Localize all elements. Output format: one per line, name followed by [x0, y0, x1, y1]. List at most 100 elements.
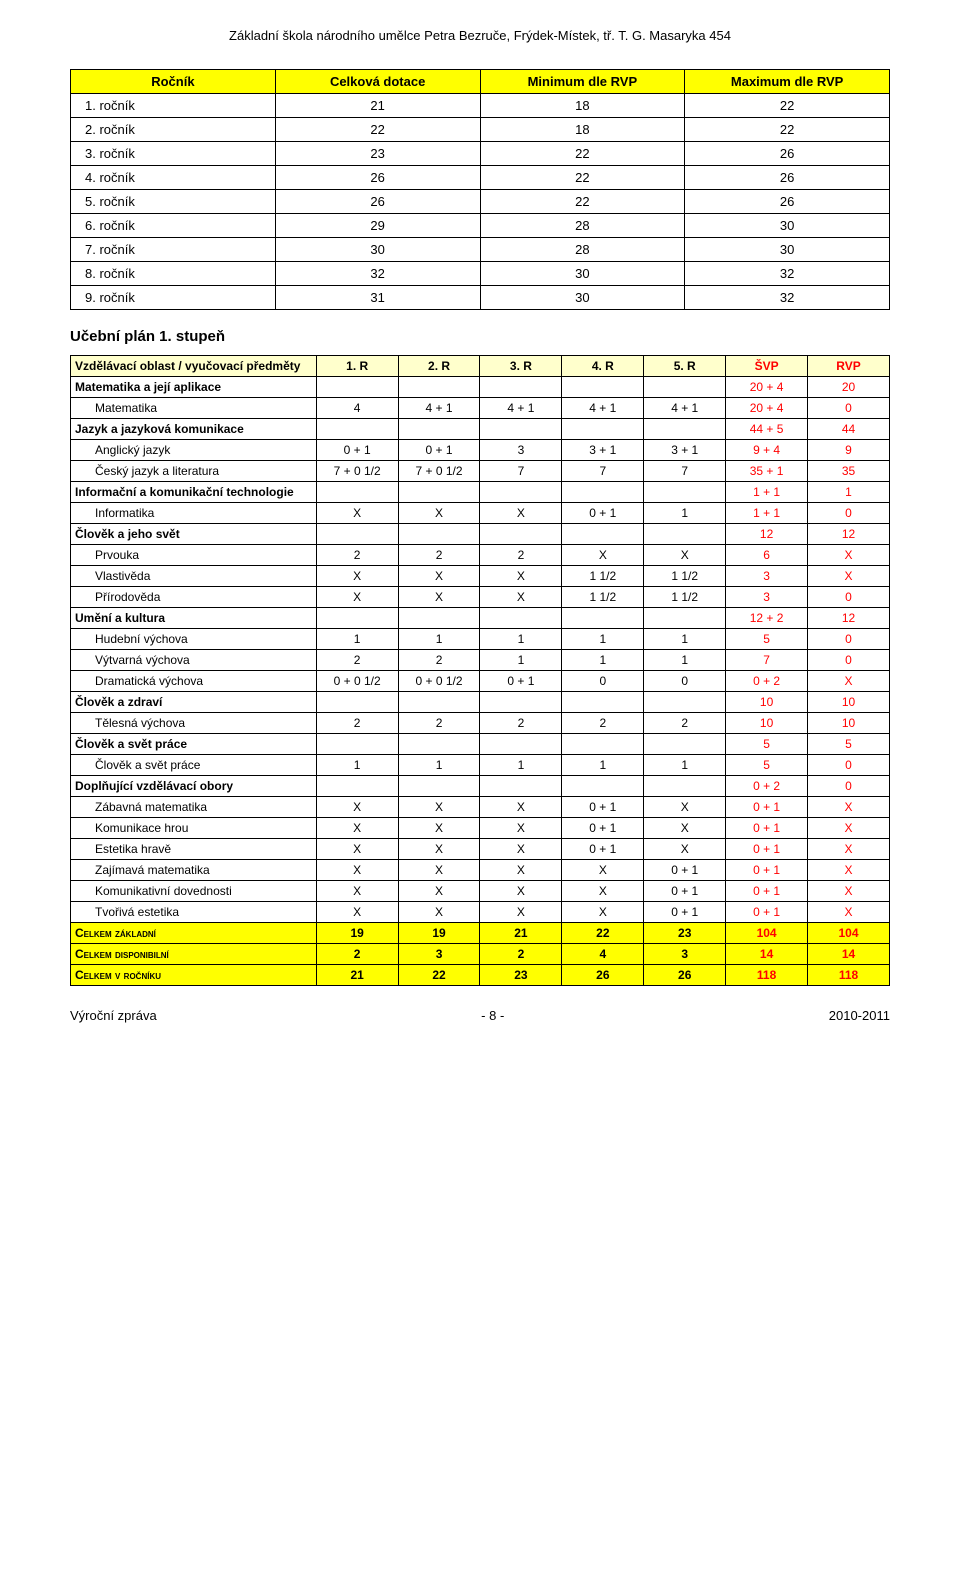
table-cell: 1	[808, 482, 890, 503]
col-svp: ŠVP	[726, 356, 808, 377]
table-cell: 21	[275, 94, 480, 118]
table-cell: 0 + 1	[726, 860, 808, 881]
table-cell: X	[808, 902, 890, 923]
table-cell: 6	[726, 545, 808, 566]
table-cell	[316, 482, 398, 503]
table-cell: X	[562, 545, 644, 566]
col-1r: 1. R	[316, 356, 398, 377]
col-min: Minimum dle RVP	[480, 70, 685, 94]
table-cell: 2	[316, 650, 398, 671]
table-cell: 104	[808, 923, 890, 944]
table-row: 8. ročník323032	[71, 262, 890, 286]
table-cell: 4 + 1	[480, 398, 562, 419]
table-cell: 7 + 0 1/2	[316, 461, 398, 482]
table-cell: Celkem disponibilní	[71, 944, 317, 965]
table-row: Člověk a jeho svět1212	[71, 524, 890, 545]
table-cell: 18	[480, 118, 685, 142]
table-cell: X	[808, 566, 890, 587]
table-cell: 3	[644, 944, 726, 965]
table-cell: X	[480, 881, 562, 902]
table-cell: 0	[808, 629, 890, 650]
table-cell: X	[398, 818, 480, 839]
table-cell: 22	[562, 923, 644, 944]
table-cell: 0	[562, 671, 644, 692]
col-4r: 4. R	[562, 356, 644, 377]
col-3r: 3. R	[480, 356, 562, 377]
footer-center: - 8 -	[481, 1008, 504, 1023]
table-row: 7. ročník302830	[71, 238, 890, 262]
table-cell: Informatika	[71, 503, 317, 524]
table-cell: 1	[480, 650, 562, 671]
table-row: 9. ročník313032	[71, 286, 890, 310]
table-cell: 2	[398, 545, 480, 566]
table-cell	[480, 482, 562, 503]
page-footer: Výroční zpráva - 8 - 2010-2011	[70, 1008, 890, 1023]
table-cell: 4. ročník	[71, 166, 276, 190]
table-cell: 32	[685, 262, 890, 286]
table-cell: 18	[480, 94, 685, 118]
table-cell: 0 + 1	[316, 440, 398, 461]
table-cell: X	[808, 671, 890, 692]
table-row: Estetika hravěXXX0 + 1X0 + 1X	[71, 839, 890, 860]
table-header-row: Vzdělávací oblast / vyučovací předměty 1…	[71, 356, 890, 377]
table-cell: 9	[808, 440, 890, 461]
table-header-row: Ročník Celková dotace Minimum dle RVP Ma…	[71, 70, 890, 94]
table-cell	[316, 524, 398, 545]
table-cell: X	[398, 902, 480, 923]
table-cell: 22	[480, 190, 685, 214]
table-row: 6. ročník292830	[71, 214, 890, 238]
table-cell	[562, 608, 644, 629]
table-cell: 44 + 5	[726, 419, 808, 440]
table-cell: 6. ročník	[71, 214, 276, 238]
table-cell: 1 1/2	[644, 587, 726, 608]
table-cell: 1	[644, 629, 726, 650]
table-cell: 4 + 1	[398, 398, 480, 419]
table-cell: X	[398, 839, 480, 860]
table-cell: 1	[644, 503, 726, 524]
table-cell: Výtvarná výchova	[71, 650, 317, 671]
table-cell: 3 + 1	[562, 440, 644, 461]
table-cell: 12	[726, 524, 808, 545]
table-cell: 12	[808, 608, 890, 629]
table-cell: 0 + 1	[726, 797, 808, 818]
table-cell: 20	[808, 377, 890, 398]
table-cell: 3	[726, 587, 808, 608]
table-cell: X	[398, 503, 480, 524]
table-cell: X	[808, 797, 890, 818]
table-cell: 5. ročník	[71, 190, 276, 214]
table-cell: 22	[480, 166, 685, 190]
table-cell: X	[316, 881, 398, 902]
table-row: InformatikaXXX0 + 111 + 10	[71, 503, 890, 524]
table-row: Tvořivá estetikaXXXX0 + 10 + 1X	[71, 902, 890, 923]
table-cell: Člověk a svět práce	[71, 734, 317, 755]
table-cell: 1 1/2	[562, 566, 644, 587]
table-cell: X	[316, 503, 398, 524]
table-cell	[644, 524, 726, 545]
table-cell	[398, 377, 480, 398]
table-cell	[316, 692, 398, 713]
table-cell: 26	[685, 190, 890, 214]
table-cell	[644, 608, 726, 629]
table-cell	[562, 482, 644, 503]
table-cell: 32	[685, 286, 890, 310]
table-cell: Komunikativní dovednosti	[71, 881, 317, 902]
table-cell: X	[480, 566, 562, 587]
table-cell: Doplňující vzdělávací obory	[71, 776, 317, 797]
table-cell: 4	[316, 398, 398, 419]
table-cell: 30	[480, 262, 685, 286]
table-cell: X	[316, 566, 398, 587]
table-cell: 1	[398, 755, 480, 776]
table-cell: X	[480, 839, 562, 860]
table-row: Český jazyk a literatura7 + 0 1/27 + 0 1…	[71, 461, 890, 482]
table-cell	[562, 692, 644, 713]
table-cell: X	[480, 818, 562, 839]
table-cell: 0 + 1	[562, 839, 644, 860]
table-cell: 3 + 1	[644, 440, 726, 461]
table-row: Výtvarná výchova2211170	[71, 650, 890, 671]
table-cell: 0	[808, 755, 890, 776]
table-cell: 26	[562, 965, 644, 986]
table-row: VlastivědaXXX1 1/21 1/23X	[71, 566, 890, 587]
table-cell: 1	[644, 755, 726, 776]
table-cell: 7 + 0 1/2	[398, 461, 480, 482]
table-cell: X	[480, 503, 562, 524]
